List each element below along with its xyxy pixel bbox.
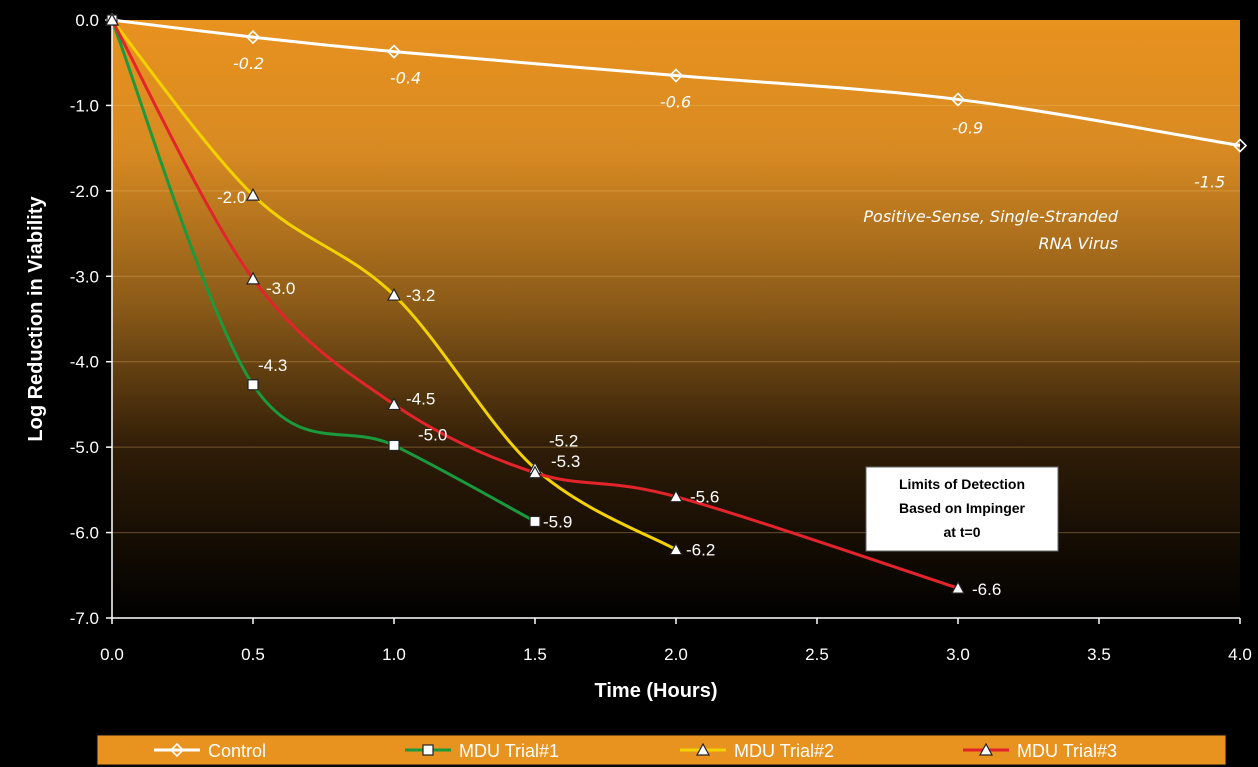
data-point-4 [950,580,966,594]
legend-marker [695,742,711,756]
x-tick-label: 3.5 [1087,645,1111,664]
data-label: -3.0 [266,279,295,298]
detection-limit-text: Limits of Detection [899,476,1025,492]
series-group [104,12,1248,594]
y-tick-label: -4.0 [70,353,99,372]
legend-label: MDU Trial#3 [1017,741,1117,761]
data-point-4 [386,397,402,411]
annotation: Positive-Sense, Single-Stranded RNA Virus… [863,207,1119,552]
data-label: -5.2 [549,432,578,451]
data-label: -0.6 [660,93,691,112]
data-point-4 [104,12,120,26]
data-point-1 [950,92,966,107]
data-label: -4.3 [258,356,287,375]
data-label: -5.0 [418,425,447,444]
legend-bar [96,734,1227,766]
y-tick-label: -5.0 [70,438,99,457]
x-tick-label: 1.0 [382,645,406,664]
x-tick-label: 0.5 [241,645,265,664]
data-point-3 [386,287,402,301]
data-point-1 [245,29,261,45]
annotation-line: RNA Virus [1038,234,1118,253]
detection-limit-box [865,466,1059,552]
legend-label: Control [208,741,266,761]
axes: 0.0-1.0-2.0-3.0-4.0-5.0-6.0-7.00.0 0.5 1.0… [25,11,1252,702]
data-label: -0.9 [952,118,983,137]
data-point-1 [386,44,402,59]
data-point-1 [1232,138,1248,153]
legend-label: MDU Trial#2 [734,741,834,761]
y-tick-label: 0.0 [75,11,99,30]
legend-label: MDU Trial#1 [459,741,559,761]
data-label: -5.6 [690,488,719,507]
y-tick-label: -1.0 [70,96,99,115]
detection-limit-text: at t=0 [944,524,981,540]
x-tick-label: 4.0 [1228,645,1252,664]
series-line-2 [110,19,536,523]
data-label: -5.9 [543,512,572,531]
y-tick-label: -3.0 [70,267,99,286]
data-point-4 [668,489,684,503]
data-point-3 [245,187,261,201]
legend-marker [978,742,994,756]
data-point-2 [529,515,541,528]
x-tick-label: 1.5 [523,645,547,664]
data-label: -0.4 [390,69,421,88]
data-point-2 [388,439,400,452]
legend: Control MDU Trial#1 MDU Trial#2 MDU Trial#3 [96,734,1227,766]
data-label: -2.0 [217,188,246,207]
annotation-line: Positive-Sense, Single-Stranded [863,207,1118,226]
y-axis-title: Log Reduction in Viability [25,196,47,442]
data-label: -4.5 [406,389,435,408]
legend-marker [169,742,185,758]
data-point-4 [527,465,543,479]
data-point-1 [668,68,684,83]
data-label: -5.3 [551,452,580,471]
data-label: -3.2 [406,286,435,305]
data-point-4 [245,271,261,285]
x-tick-label: 0.0 [100,645,124,664]
series-line-4 [110,19,959,590]
data-point-3 [668,542,684,556]
data-label: -6.2 [686,541,715,560]
y-tick-label: -7.0 [70,609,99,628]
x-tick-label: 3.0 [946,645,970,664]
data-point-2 [247,379,259,391]
data-label: -0.2 [233,54,264,73]
data-labels: -0.2 -0.4 -0.6 -0.9 -1.5 -4.3 -5.0 -5.9 -2.0 -3.2… [217,54,1225,599]
legend-marker [422,744,434,756]
x-tick-label: 2.5 [805,645,829,664]
x-axis-title: Time (Hours) [595,680,718,702]
detection-limit-text: Based on Impinger [899,500,1026,516]
data-label: -1.5 [1194,173,1225,192]
y-tick-label: -2.0 [70,182,99,201]
data-label: -6.6 [972,580,1001,599]
y-tick-label: -6.0 [70,524,99,543]
series-line-1 [111,18,1241,148]
x-tick-label: 2.0 [664,645,688,664]
